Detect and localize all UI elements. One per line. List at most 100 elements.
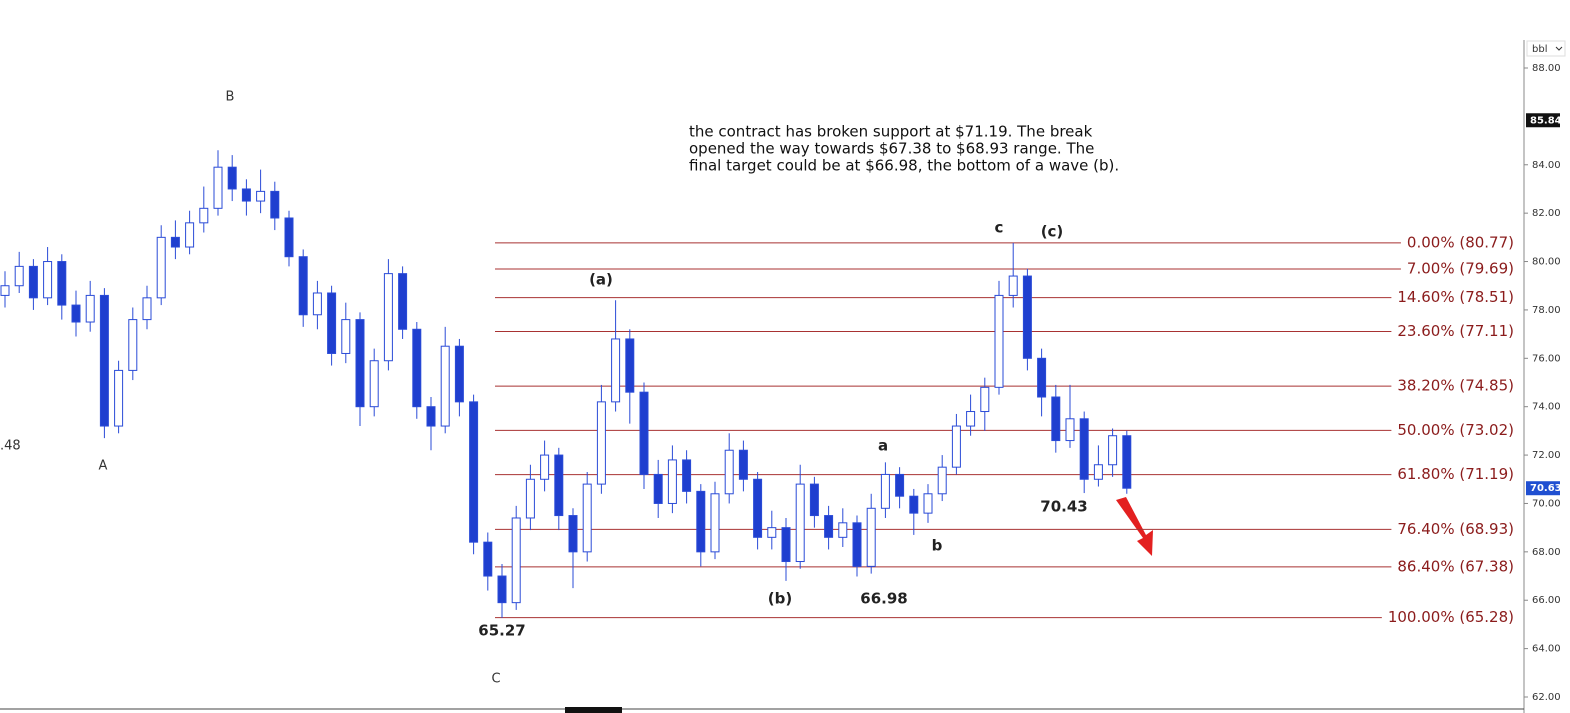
- candle-body: [639, 391, 649, 475]
- candle-body: [270, 190, 280, 219]
- candle-body: [667, 459, 677, 504]
- candle-body: [398, 273, 408, 330]
- y-tick-label: 82.00: [1532, 208, 1561, 219]
- fib-label-bg: [1391, 520, 1514, 539]
- fib-label-bg: [1391, 557, 1514, 576]
- candle-body: [880, 473, 890, 509]
- fib-label-bg: [1391, 377, 1514, 396]
- candle-body: [469, 401, 479, 543]
- candle-body: [341, 319, 351, 354]
- candle-body: [1108, 435, 1118, 466]
- fib-label-bg: [1400, 233, 1514, 252]
- candle-body: [980, 386, 990, 413]
- candle-body: [241, 188, 251, 202]
- wave-label: (b): [768, 590, 792, 608]
- candle-body: [327, 292, 337, 354]
- candle-body: [227, 166, 237, 190]
- fib-label: 23.60% (77.11): [1397, 322, 1514, 340]
- note: the contract has broken support at $71.1…: [689, 123, 1119, 175]
- candle-body: [724, 449, 734, 495]
- candle-body: [185, 222, 195, 248]
- fib-label: 38.20% (74.85): [1397, 377, 1514, 395]
- fib-label-bg: [1391, 421, 1514, 440]
- candle-body: [99, 294, 109, 427]
- wave-label: C: [491, 672, 500, 687]
- candle-body: [994, 294, 1004, 388]
- candle-body: [895, 473, 905, 497]
- candle-body: [14, 265, 24, 287]
- candle-body: [568, 515, 578, 553]
- price-marker-box: [1526, 113, 1560, 128]
- note-line: the contract has broken support at $71.1…: [689, 123, 1093, 141]
- wave-label: 65.27: [478, 622, 525, 640]
- candle-body: [738, 449, 748, 480]
- candle-body: [852, 522, 862, 567]
- y-tick-label: 62.00: [1532, 692, 1561, 703]
- candle-body: [128, 319, 138, 371]
- wave-label: (c): [1041, 223, 1064, 241]
- fib-label: 50.00% (73.02): [1397, 421, 1514, 439]
- candle-body: [440, 345, 450, 427]
- y-tick-label: 78.00: [1532, 305, 1561, 316]
- candle-body: [199, 207, 209, 224]
- candle-body: [937, 466, 947, 495]
- candle-body: [795, 483, 805, 563]
- candle-body: [753, 478, 763, 538]
- candle-body: [312, 292, 322, 316]
- fib-label-bg: [1400, 260, 1514, 279]
- candle-body: [298, 256, 308, 316]
- candle-body: [355, 319, 365, 408]
- y-tick-label: 64.00: [1532, 644, 1561, 655]
- candle-body: [966, 411, 976, 427]
- candle-body: [85, 294, 95, 323]
- candle-body: [142, 297, 152, 321]
- candle-body: [809, 483, 819, 517]
- unit-dropdown[interactable]: [1526, 40, 1566, 57]
- y-tick-label: 74.00: [1532, 402, 1561, 413]
- wave-label: 70.43: [1040, 498, 1087, 516]
- candle-body: [582, 483, 592, 553]
- candle-body: [625, 338, 635, 393]
- fib-label: 61.80% (71.19): [1397, 465, 1514, 483]
- candle-body: [824, 515, 834, 538]
- price-marker-box: [1526, 481, 1560, 496]
- candle-body: [170, 236, 180, 248]
- y-tick-label: 72.00: [1532, 450, 1561, 461]
- candle-body: [554, 454, 564, 517]
- candle-body: [838, 522, 848, 538]
- candle-body: [767, 527, 777, 538]
- candle-body: [497, 575, 507, 604]
- candle-body: [412, 328, 422, 408]
- wave-label: 66.98: [860, 590, 907, 608]
- candle-body: [1065, 418, 1075, 442]
- wave-label: A: [99, 459, 108, 474]
- wave-label: c: [995, 219, 1004, 237]
- candle-body: [653, 473, 663, 504]
- y-tick-label: 84.00: [1532, 160, 1561, 171]
- candle-body: [454, 345, 464, 403]
- fib-label-bg: [1391, 322, 1514, 341]
- candle-body: [57, 261, 67, 306]
- y-tick-label: 80.00: [1532, 257, 1561, 268]
- candle-body: [696, 490, 706, 553]
- candle-body: [369, 360, 379, 408]
- candle-body: [114, 369, 124, 427]
- candle-body: [256, 190, 266, 202]
- candle-body: [1008, 275, 1018, 296]
- y-tick-label: 76.00: [1532, 353, 1561, 364]
- candle-body: [1079, 418, 1089, 480]
- wave-label: (a): [589, 271, 613, 289]
- candle-body: [511, 517, 521, 604]
- note-line: opened the way towards $67.38 to $68.93 …: [689, 140, 1094, 158]
- fib-label-bg: [1391, 288, 1514, 307]
- candle-body: [781, 527, 791, 563]
- candle-body: [156, 236, 166, 299]
- fib-label: 14.60% (78.51): [1397, 288, 1514, 306]
- candle-body: [426, 406, 436, 427]
- fib-label-bg: [1381, 608, 1514, 627]
- y-tick-label: 68.00: [1532, 547, 1561, 558]
- candle-body: [213, 166, 223, 209]
- candle-body: [1122, 435, 1132, 489]
- candle-body: [1037, 357, 1047, 398]
